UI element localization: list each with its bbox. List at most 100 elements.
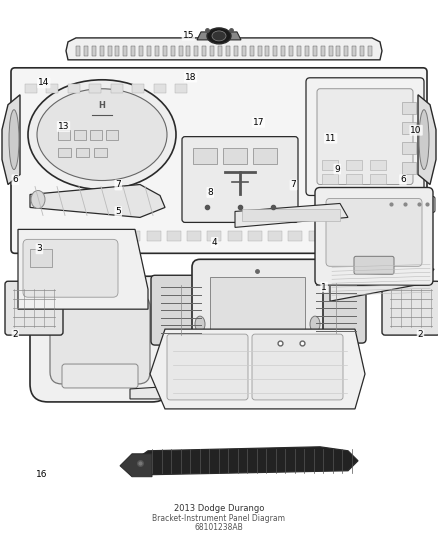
Text: 15: 15 [183, 30, 194, 39]
Bar [253, 148, 277, 164]
FancyBboxPatch shape [11, 68, 427, 253]
Bar [329, 231, 343, 241]
Bar [147, 46, 151, 56]
Text: 7: 7 [290, 181, 297, 190]
Bar [124, 46, 127, 56]
FancyBboxPatch shape [354, 256, 394, 274]
FancyBboxPatch shape [62, 364, 138, 388]
Bar [194, 46, 198, 56]
FancyBboxPatch shape [167, 334, 248, 400]
Bar [402, 161, 416, 174]
Bar [258, 46, 261, 56]
Ellipse shape [207, 28, 231, 44]
Bar [265, 46, 269, 56]
Bar [66, 231, 80, 241]
Bar [218, 46, 222, 56]
Bar [288, 231, 302, 241]
Bar [108, 46, 112, 56]
Bar [187, 231, 201, 241]
FancyBboxPatch shape [326, 198, 422, 266]
Text: 8: 8 [207, 188, 213, 197]
Bar [147, 231, 161, 241]
Bar [74, 130, 86, 140]
Text: 4: 4 [212, 238, 217, 247]
Bar [370, 159, 386, 169]
Bar [321, 46, 325, 56]
Polygon shape [197, 32, 241, 40]
Text: 5: 5 [115, 207, 121, 216]
Bar [111, 84, 123, 93]
Bar [207, 231, 221, 241]
Bar [352, 46, 356, 56]
Bar [402, 122, 416, 134]
Bar [58, 130, 70, 140]
Bar [250, 46, 254, 56]
Polygon shape [18, 229, 148, 309]
Bar [410, 231, 424, 241]
Text: 68101238AB: 68101238AB [194, 523, 244, 532]
Bar [228, 231, 242, 241]
Bar [242, 46, 246, 56]
Text: 1: 1 [321, 282, 327, 292]
Text: 16: 16 [36, 470, 47, 479]
Bar [175, 84, 187, 93]
Bar [402, 102, 416, 114]
Text: 6: 6 [400, 175, 406, 184]
Ellipse shape [9, 110, 19, 169]
Ellipse shape [212, 31, 226, 41]
Ellipse shape [28, 80, 176, 190]
Bar [292, 317, 306, 329]
Bar [179, 46, 183, 56]
FancyBboxPatch shape [252, 334, 343, 400]
Bar [368, 46, 372, 56]
Bar [282, 352, 302, 364]
Bar [116, 46, 120, 56]
Text: 17: 17 [253, 118, 264, 127]
Bar [89, 84, 101, 93]
Bar [106, 231, 120, 241]
Bar [242, 209, 340, 221]
Bar [313, 46, 317, 56]
Bar [154, 84, 166, 93]
Bar [202, 46, 206, 56]
FancyBboxPatch shape [5, 281, 63, 335]
Polygon shape [120, 454, 152, 477]
Text: 10: 10 [410, 126, 422, 135]
Bar [226, 46, 230, 56]
Ellipse shape [419, 110, 429, 169]
Bar [46, 84, 58, 93]
Polygon shape [2, 95, 20, 184]
FancyBboxPatch shape [383, 197, 435, 213]
FancyBboxPatch shape [306, 78, 424, 196]
Bar [234, 352, 254, 364]
Bar [30, 249, 52, 267]
Bar [58, 148, 71, 157]
Bar [76, 148, 89, 157]
Text: 2: 2 [418, 330, 423, 340]
Text: Bracket-Instrument Panel Diagram: Bracket-Instrument Panel Diagram [152, 514, 286, 523]
Bar [210, 352, 230, 364]
Bar [370, 231, 384, 241]
Bar [248, 231, 262, 241]
Bar [90, 130, 102, 140]
Text: 3: 3 [36, 244, 42, 253]
Bar [68, 84, 80, 93]
Bar [346, 159, 362, 169]
Bar [289, 46, 293, 56]
FancyBboxPatch shape [317, 89, 413, 184]
Ellipse shape [37, 89, 167, 181]
Text: 6: 6 [12, 175, 18, 184]
Text: 11: 11 [325, 134, 336, 143]
Bar [126, 231, 140, 241]
Bar [210, 277, 305, 350]
Text: H: H [99, 101, 106, 110]
Bar [274, 317, 288, 329]
Bar [25, 231, 39, 241]
FancyBboxPatch shape [151, 275, 211, 345]
FancyBboxPatch shape [182, 136, 298, 222]
Bar [167, 231, 181, 241]
Polygon shape [235, 204, 348, 228]
Bar [155, 46, 159, 56]
Text: 2: 2 [13, 330, 18, 340]
Text: 9: 9 [334, 165, 340, 174]
